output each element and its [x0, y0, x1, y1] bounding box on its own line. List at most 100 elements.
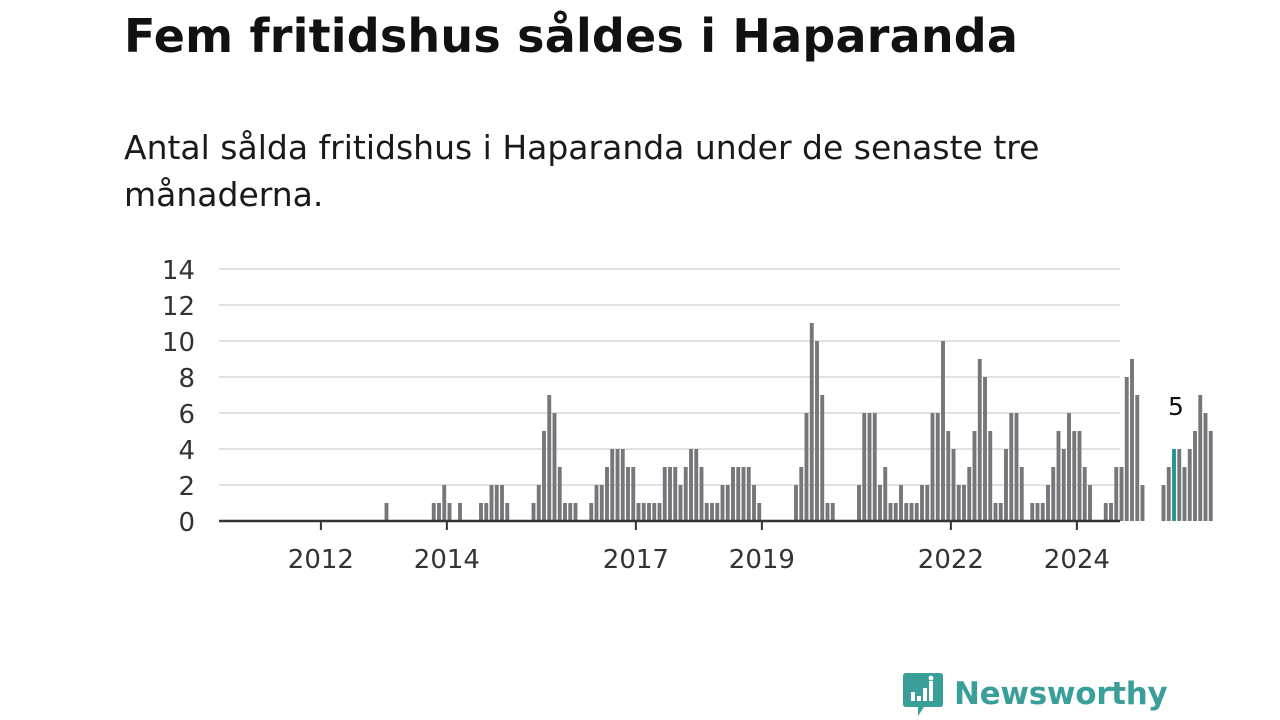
bar: [442, 485, 447, 521]
chart-title: Fem fritidshus såldes i Haparanda: [124, 9, 1019, 63]
bar: [731, 467, 735, 521]
bar: [1130, 359, 1134, 521]
x-tick-label: 2014: [414, 545, 480, 575]
bar: [542, 431, 546, 521]
bar: [967, 467, 972, 521]
bar: [447, 503, 452, 521]
bar: [825, 503, 830, 521]
bar: [1046, 485, 1050, 521]
bar: [1014, 413, 1019, 521]
bar: [752, 485, 756, 521]
bar: [641, 503, 646, 521]
bar: [652, 503, 657, 521]
bar: [500, 485, 504, 521]
bar: [715, 503, 720, 521]
bar: [615, 449, 620, 521]
bar: [1208, 431, 1213, 521]
bar: [605, 467, 609, 521]
bar: [636, 503, 641, 521]
bar: [547, 395, 552, 521]
bar: [531, 503, 536, 521]
bar: [594, 485, 599, 521]
bar: [977, 359, 982, 521]
bar: [552, 413, 557, 521]
y-tick-label: 10: [162, 328, 195, 358]
bar: [1056, 431, 1061, 521]
bar: [1061, 449, 1066, 521]
bar: [725, 485, 730, 521]
x-tick-label: 2019: [729, 545, 795, 575]
bar: [505, 503, 510, 521]
x-tick-label: 2017: [603, 545, 669, 575]
y-tick-label: 8: [178, 364, 195, 394]
bar: [599, 485, 604, 521]
bar: [899, 485, 903, 521]
bar: [741, 467, 746, 521]
bar: [820, 395, 825, 521]
bar: [1004, 449, 1008, 521]
bar: [699, 467, 704, 521]
newsworthy-logo: Newsworthy: [902, 670, 1168, 718]
bar: [657, 503, 662, 521]
bar: [867, 413, 872, 521]
bar: [1135, 395, 1140, 521]
y-tick-label: 14: [162, 256, 195, 286]
bar: [809, 323, 814, 521]
bar: [720, 485, 725, 521]
bar: [1072, 431, 1077, 521]
bar: [683, 467, 688, 521]
bar: [1166, 467, 1171, 521]
y-tick-label: 6: [178, 400, 195, 430]
bar: [799, 467, 804, 521]
bar: [972, 431, 977, 521]
bar: [610, 449, 615, 521]
bar: [631, 467, 636, 521]
bar: [1119, 467, 1124, 521]
bar: [1067, 413, 1071, 521]
bar: [925, 485, 930, 521]
bar: [1040, 503, 1045, 521]
y-tick-label: 0: [178, 508, 195, 538]
bar: [998, 503, 1003, 521]
bar: [647, 503, 651, 521]
bar: [437, 503, 441, 521]
bar: [1103, 503, 1108, 521]
bar: [904, 503, 909, 521]
bar: [956, 485, 961, 521]
bar: [620, 449, 625, 521]
bar: [1077, 431, 1082, 521]
x-tick-label: 2012: [288, 545, 354, 575]
bar: [689, 449, 693, 521]
bar: [794, 485, 798, 521]
bar: [878, 485, 882, 521]
bar: [1088, 485, 1092, 521]
bar: [893, 503, 898, 521]
bar: [489, 485, 494, 521]
bar: [384, 503, 389, 521]
x-tick-label: 2022: [918, 545, 984, 575]
bar: [1009, 413, 1014, 521]
chart-bubble-icon: [903, 673, 943, 716]
bar: [710, 503, 714, 521]
x-tick-label: 2024: [1044, 545, 1110, 575]
bar: [1124, 377, 1129, 521]
bar: [935, 413, 940, 521]
bar: [1019, 467, 1024, 521]
bar: [883, 467, 888, 521]
bar: [830, 503, 835, 521]
bar: [494, 485, 499, 521]
bar: [862, 413, 867, 521]
bar: [746, 467, 751, 521]
bar: [888, 503, 893, 521]
bar: [962, 485, 966, 521]
bar: [951, 449, 956, 521]
bar: [736, 467, 741, 521]
bar: [857, 485, 861, 521]
bar: [941, 341, 945, 521]
bar: [988, 431, 993, 521]
bar: [1140, 485, 1145, 521]
bar: [1035, 503, 1040, 521]
bar: [1193, 431, 1197, 521]
bar: [1051, 467, 1056, 521]
chart-subtitle: Antal sålda fritidshus i Haparanda under…: [124, 128, 1040, 214]
